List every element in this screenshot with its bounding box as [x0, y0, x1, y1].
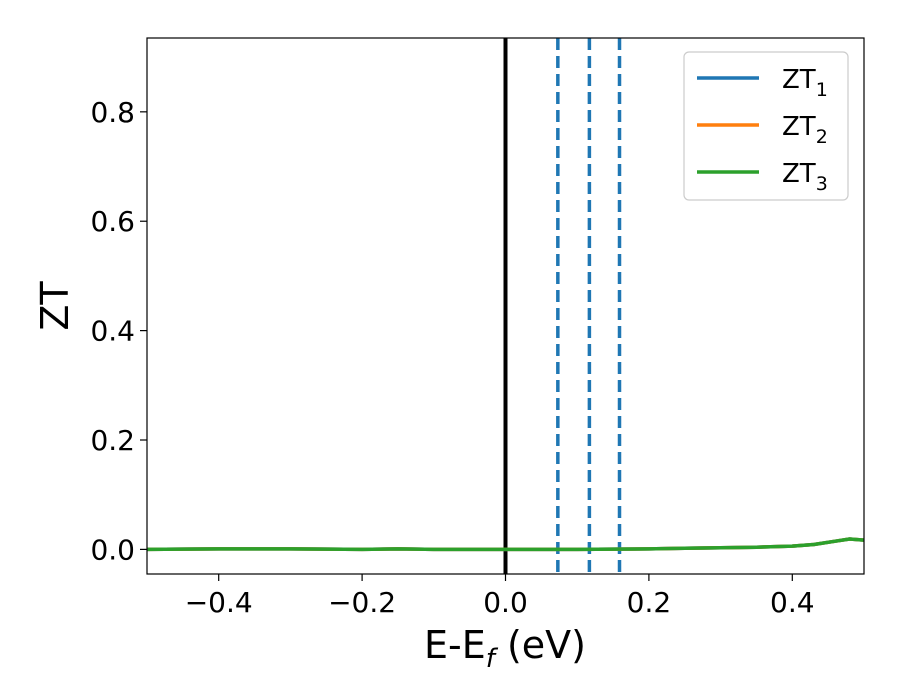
x-tick-label: −0.4	[185, 586, 253, 619]
x-axis-title: E-Ef (eV)	[424, 623, 586, 674]
vertical-lines	[503, 38, 622, 574]
y-tick-label: 0.0	[90, 533, 135, 566]
x-axis-title-main: E-E	[424, 623, 486, 667]
x-tick-label: 0.4	[770, 586, 815, 619]
series-lines	[147, 537, 864, 552]
x-tick-label: −0.2	[328, 586, 396, 619]
y-axis: 0.0 0.2 0.4 0.6 0.8	[90, 96, 147, 566]
plot-content	[147, 38, 864, 574]
y-axis-title: ZT	[33, 281, 77, 331]
x-axis-title-unit: (eV)	[495, 623, 586, 667]
series-line-zt3	[147, 537, 864, 552]
legend: ZT1 ZT2 ZT3	[683, 51, 849, 201]
x-tick-label: 0.2	[627, 586, 672, 619]
legend-box	[683, 51, 849, 201]
y-tick-label: 0.4	[90, 315, 135, 348]
y-tick-label: 0.6	[90, 205, 135, 238]
legend-label-zt3: ZT3	[782, 159, 828, 195]
legend-label-zt2: ZT2	[782, 112, 828, 148]
x-tick-label: 0.0	[483, 586, 528, 619]
x-axis: −0.4 −0.2 0.0 0.2 0.4	[185, 574, 815, 619]
legend-label-zt1: ZT1	[782, 65, 828, 101]
y-tick-label: 0.8	[90, 96, 135, 129]
y-tick-label: 0.2	[90, 424, 135, 457]
